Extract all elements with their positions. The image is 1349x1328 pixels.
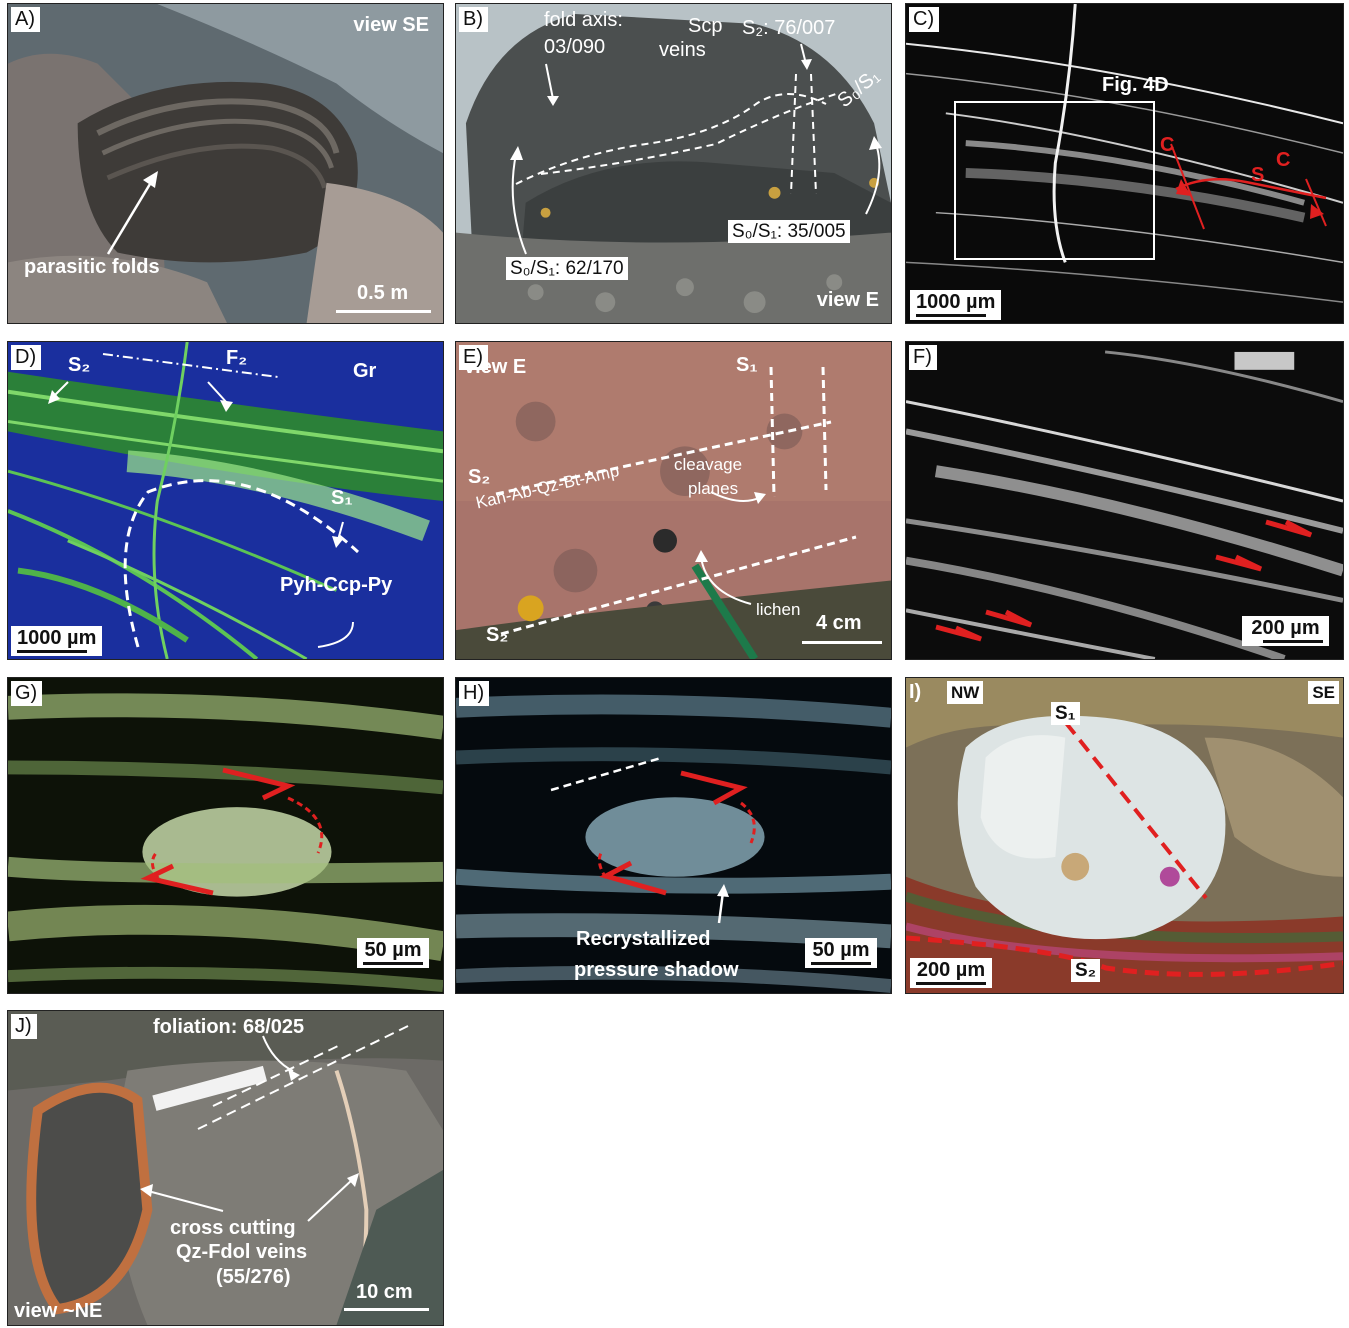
panel-label: H) [459, 681, 490, 706]
lichen-label: lichen [756, 600, 801, 619]
inset-frame [954, 101, 1155, 260]
panel-label: I) [909, 681, 922, 703]
view-direction: view E [816, 289, 879, 311]
scale-bar: 1000 µm [11, 626, 103, 656]
s1-label: S₁ [736, 354, 758, 376]
scale-bar [336, 310, 431, 313]
foliation-traces [906, 721, 1343, 977]
nw-label: NW [947, 681, 984, 704]
scale-bar: 50 µm [357, 938, 429, 968]
structure-traces [495, 366, 857, 636]
cs-fabric-overlay [1170, 143, 1327, 230]
shear-sense-arrows [550, 756, 756, 924]
micrograph-f [906, 342, 1343, 659]
veins-label-2: Qz-Fdol veins [176, 1241, 308, 1263]
outcrop-photo-a [8, 4, 443, 323]
outcrop-photo-b [456, 4, 891, 323]
scale-label: 10 cm [356, 1281, 413, 1303]
s2-top-label: S₂ [468, 466, 491, 488]
s2-label: S₂ [68, 354, 91, 376]
veins-label-1: cross cutting [170, 1217, 296, 1239]
outcrop-photo-j [8, 1011, 443, 1325]
panel-g: G) 50 µm [7, 677, 444, 994]
shear-sense-arrows [140, 767, 324, 896]
s2-orientation: S₂: 76/007 [742, 17, 836, 39]
inset-reference: Fig. 4D [1102, 74, 1169, 96]
s2-bottom-label: S₂ [486, 624, 509, 646]
panel-a: A) view SE parasitic folds 0.5 m [7, 3, 444, 324]
panel-label: B) [459, 7, 488, 32]
scale-label: 200 µm [916, 959, 986, 981]
scale-bar: 1000 µm [910, 290, 1002, 320]
c-plane-label: C [1160, 134, 1175, 156]
panel-i: I) NW SE S₁ S₂ 200 µm [905, 677, 1344, 994]
panel-c: Fig. 4D C S C C) 1000 µm [905, 3, 1344, 324]
shear-sense-arrows [935, 519, 1313, 642]
view-direction: view ~NE [14, 1300, 103, 1322]
se-label: SE [1308, 681, 1339, 704]
panel-label: A) [11, 7, 40, 32]
panel-b: B) fold axis: 03/090 Scp veins S₂: 76/00… [455, 3, 892, 324]
panel-label: C) [909, 7, 940, 32]
scale-label: 50 µm [812, 939, 870, 961]
scale-label: 0.5 m [357, 282, 409, 304]
s-plane-label: S [1251, 164, 1265, 186]
panel-label: G) [11, 681, 43, 706]
annotation-arrow [106, 171, 158, 255]
outcrop-photo-e [456, 342, 891, 659]
scale-label: 1000 µm [916, 291, 996, 313]
fold-axis-label: fold axis: [544, 9, 623, 31]
scale-bar [802, 641, 882, 644]
s1-label: S₁ [331, 487, 353, 509]
cleavage-label-1: cleavage [674, 455, 743, 474]
scale-bar [344, 1308, 429, 1311]
s0s1-left-orientation: S₀/S₁: 62/170 [506, 257, 628, 280]
scp-label: Scp [688, 15, 723, 37]
scale-label: 4 cm [816, 612, 862, 634]
scale-bar: 200 µm [1242, 616, 1329, 646]
micrograph-h [456, 678, 891, 993]
pressure-shadow-label-2: pressure shadow [574, 959, 739, 981]
s1-label: S₁ [1051, 702, 1080, 725]
structure-traces [510, 43, 882, 255]
element-map-d [8, 342, 443, 659]
s0s1-right-orientation: S₀/S₁: 35/005 [728, 220, 850, 243]
scale-label: 200 µm [1251, 617, 1320, 639]
structure-traces [48, 353, 360, 648]
view-direction: view SE [353, 14, 429, 36]
panel-f: F) 200 µm [905, 341, 1344, 660]
veins-label-3: (55/276) [216, 1266, 291, 1288]
mineral-label: Pyh-Ccp-Py [280, 574, 393, 596]
pressure-shadow-label-1: Recrystallized [576, 928, 711, 950]
cleavage-label-2: planes [688, 479, 739, 498]
scale-bar: 200 µm [910, 958, 992, 988]
micrograph-c [906, 4, 1343, 323]
panel-e: view E E) S₁ S₂ Kan-Ab-Qz-Bt-Amp cleavag… [455, 341, 892, 660]
gr-label: Gr [353, 360, 377, 382]
panel-d: D) S₂ F₂ Gr S₁ Pyh-Ccp-Py 1000 µm [7, 341, 444, 660]
panel-label: E) [459, 345, 488, 370]
micrograph-i [906, 678, 1343, 993]
structure-traces [140, 1025, 409, 1222]
panel-h: H) Recrystallized pressure shadow 50 µm [455, 677, 892, 994]
s2-label: S₂ [1071, 959, 1101, 982]
scale-label: 1000 µm [17, 627, 97, 649]
panel-label: D) [11, 345, 42, 370]
scp-veins-label: veins [659, 39, 706, 61]
panel-label: J) [11, 1014, 37, 1039]
panel-j: J) foliation: 68/025 cross cutting Qz-Fd… [7, 1010, 444, 1326]
panel-label: F) [909, 345, 937, 370]
f2-label: F₂ [226, 347, 248, 369]
parasitic-folds-label: parasitic folds [24, 256, 160, 278]
c-plane-label-2: C [1276, 149, 1291, 171]
scale-label: 50 µm [364, 939, 422, 961]
fold-axis-value: 03/090 [544, 36, 606, 58]
scale-bar: 50 µm [805, 938, 877, 968]
foliation-orientation: foliation: 68/025 [153, 1016, 305, 1038]
